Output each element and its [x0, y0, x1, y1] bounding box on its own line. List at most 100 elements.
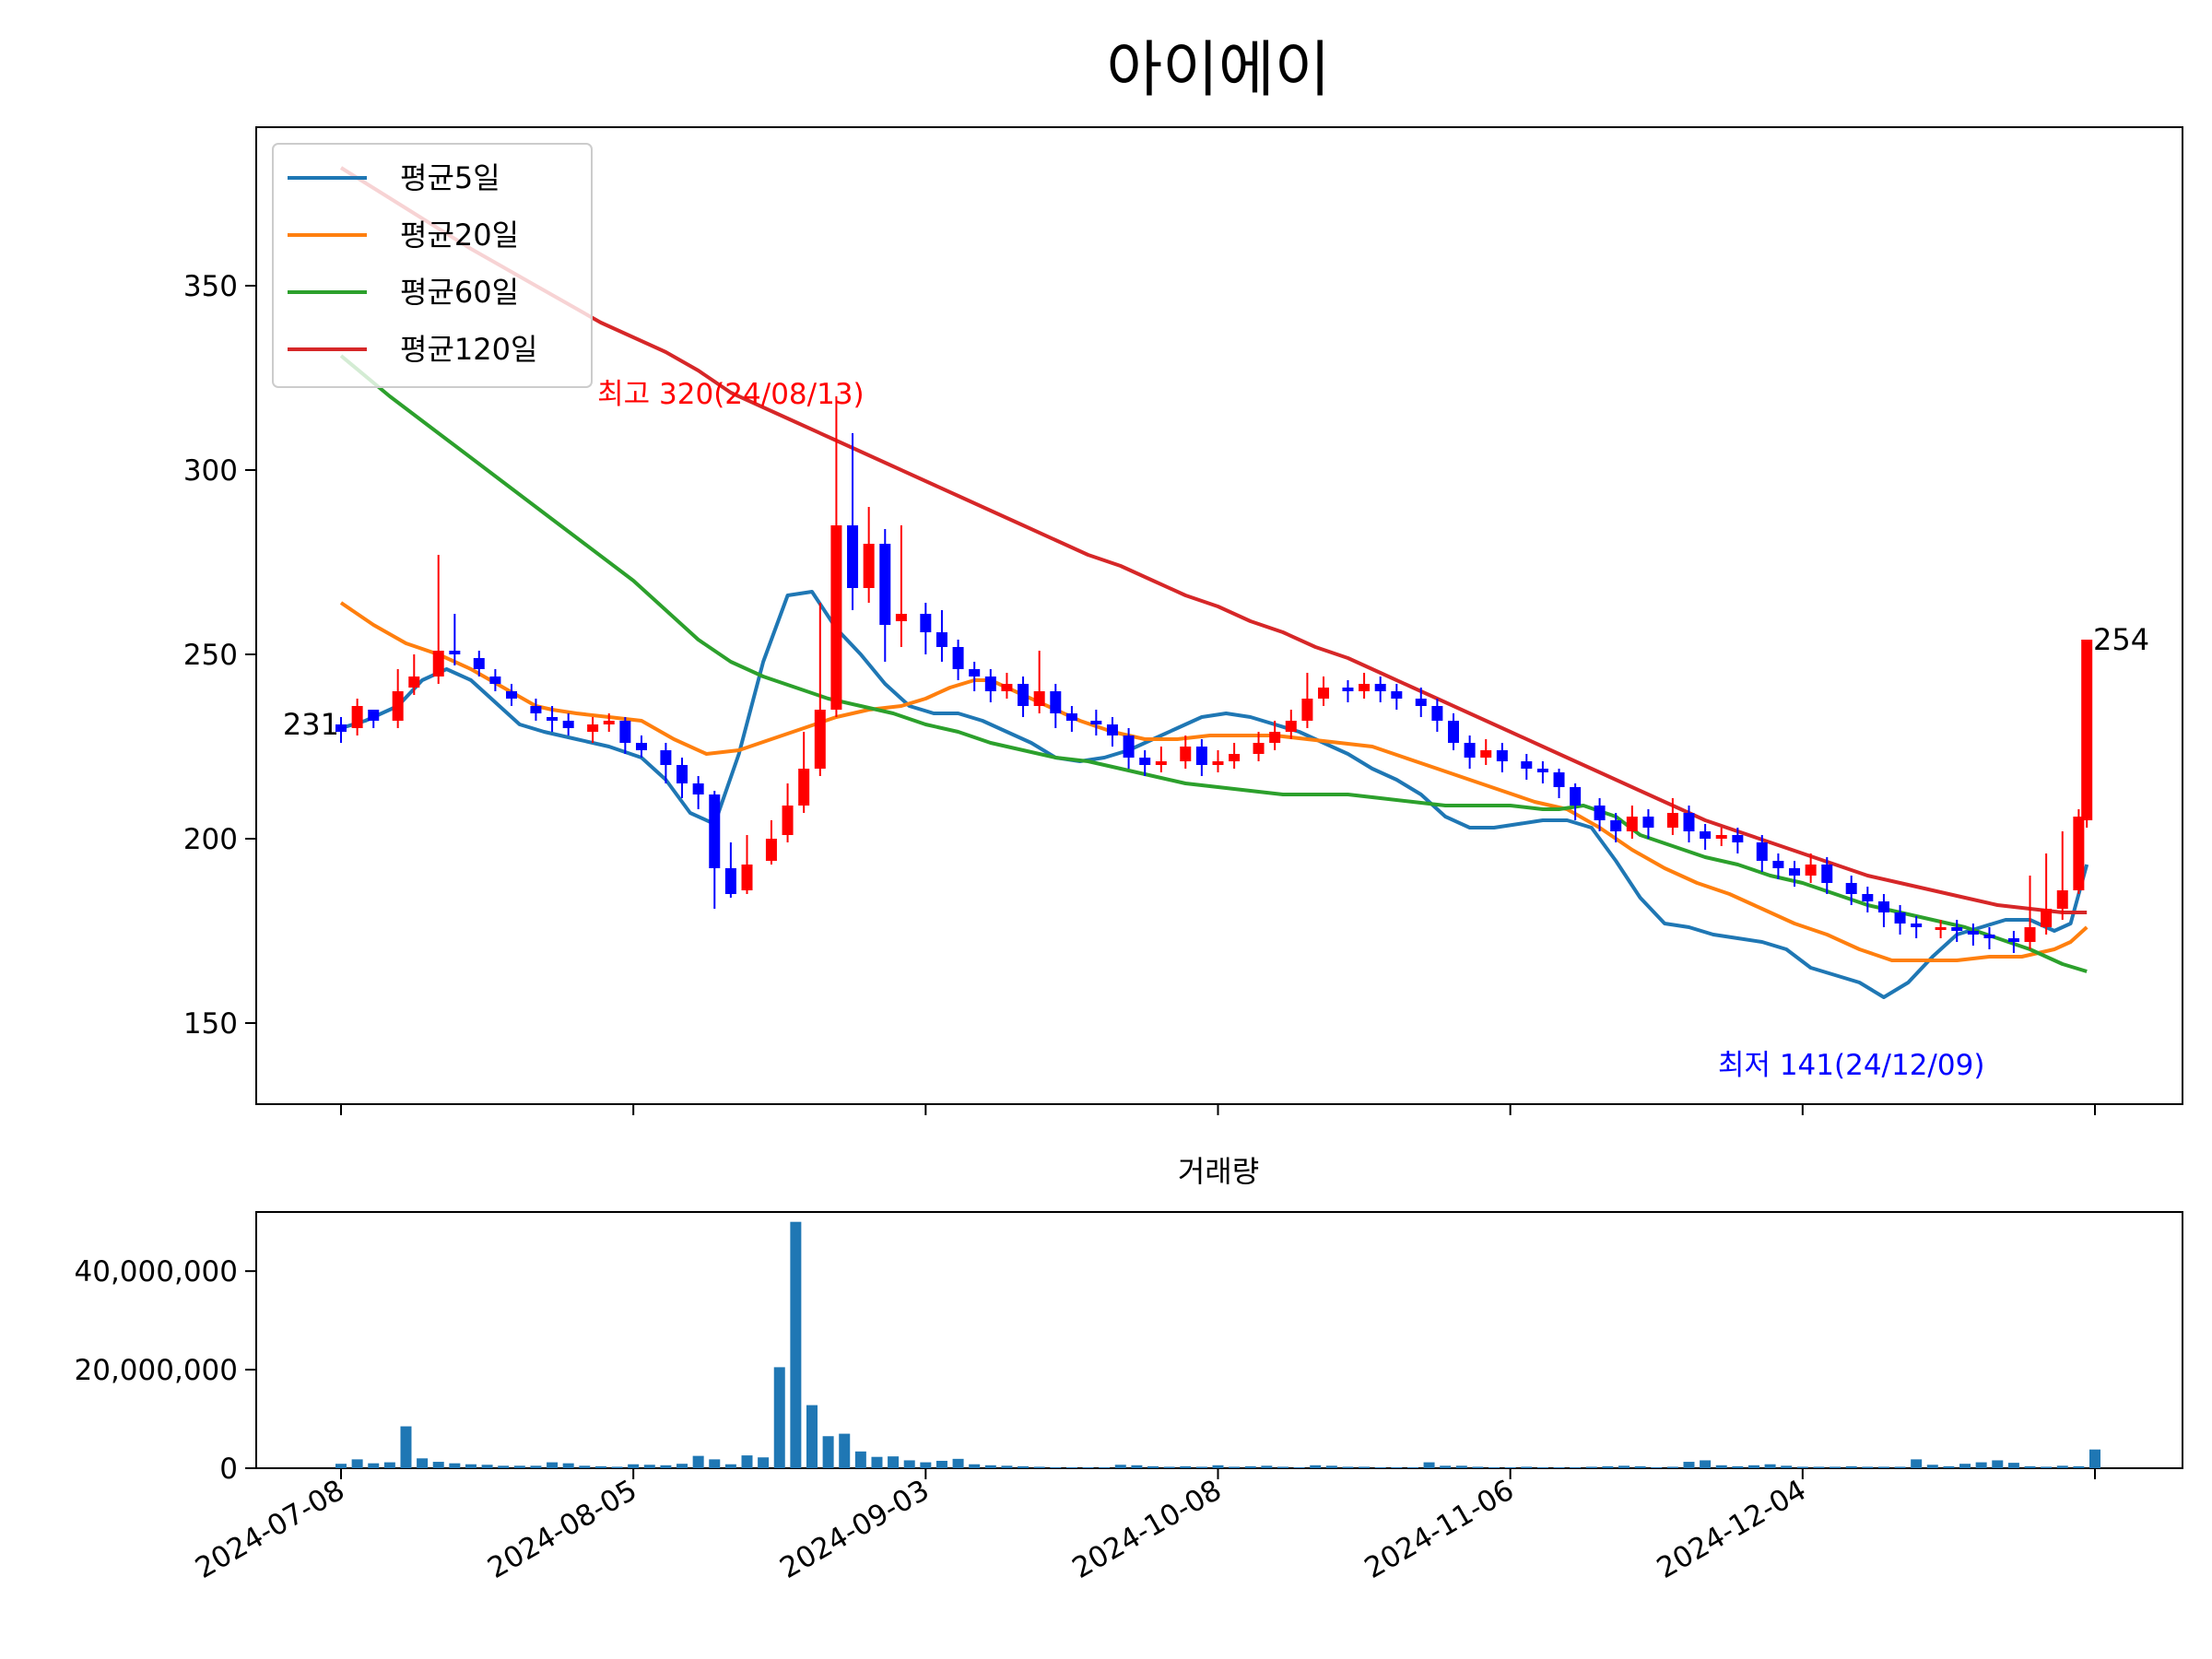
end-price-label: 254: [2093, 622, 2149, 657]
volume-bar: [1536, 1466, 1548, 1468]
candle-body: [2007, 938, 2019, 942]
volume-bar: [1195, 1466, 1207, 1468]
volume-bar: [969, 1464, 981, 1468]
candle-body: [1180, 747, 1192, 761]
volume-bar: [2024, 1465, 2036, 1468]
volume-bar: [547, 1462, 559, 1468]
candle-body: [635, 743, 647, 750]
candle-body: [1789, 868, 1801, 876]
volume-bar: [594, 1465, 606, 1468]
volume-bar: [2041, 1466, 2053, 1468]
volume-bar: [1618, 1465, 1630, 1468]
candle-body: [1195, 747, 1207, 765]
volume-bar: [984, 1465, 996, 1468]
candle-body: [473, 658, 485, 669]
chart-title: 아이에이: [1107, 34, 1331, 105]
candle-body: [709, 794, 721, 868]
candle-body: [1090, 721, 1102, 724]
candle-body: [1683, 813, 1695, 831]
candle-body: [547, 717, 559, 721]
candle-body: [1967, 931, 1979, 935]
candle-body: [562, 721, 574, 728]
candle-body: [2081, 640, 2093, 820]
candle-body: [2073, 817, 2085, 890]
candle-body: [603, 721, 615, 724]
candle-body: [1862, 894, 1874, 901]
legend-label: 평균60일: [400, 275, 519, 310]
candle-body: [1018, 684, 1030, 706]
volume-bar: [1504, 1466, 1516, 1468]
candle-body: [1391, 691, 1403, 699]
volume-y-tick-label: 20,000,000: [75, 1354, 239, 1387]
candle-body: [879, 544, 891, 625]
volume-bar: [368, 1463, 380, 1468]
volume-bar: [1732, 1465, 1744, 1468]
volume-bar: [1747, 1465, 1759, 1468]
volume-bar: [449, 1463, 461, 1468]
volume-bar: [1521, 1466, 1533, 1468]
candle-body: [724, 868, 736, 894]
candle-body: [1431, 706, 1443, 721]
candle-body: [1894, 912, 1906, 924]
volume-bar: [611, 1466, 623, 1468]
volume-bar: [935, 1460, 947, 1468]
x-date-label: 2024-10-08: [1066, 1474, 1227, 1585]
price-plot-frame: [255, 126, 2183, 1105]
volume-bar: [724, 1464, 736, 1468]
price-y-axis: 150 200 250 300 350: [183, 270, 256, 1041]
volume-bar: [692, 1455, 704, 1468]
volume-bar: [351, 1459, 363, 1468]
volume-bar: [920, 1462, 932, 1468]
candle-body: [847, 525, 859, 588]
volume-bar: [628, 1464, 640, 1468]
candle-body: [432, 651, 444, 677]
volume-bar: [1943, 1465, 1955, 1468]
candle-body: [1301, 699, 1313, 721]
candle-body: [1285, 721, 1297, 732]
volume-bar: [562, 1463, 574, 1468]
volume-bar: [1293, 1466, 1305, 1468]
candle-body: [1610, 820, 1622, 831]
candle-body: [449, 651, 461, 654]
volume-title: 거래량: [1178, 1154, 1259, 1189]
volume-bar: [1082, 1466, 1094, 1468]
start-price-label: 231: [283, 707, 339, 742]
candle-body: [1983, 935, 1995, 938]
candle-body: [1001, 684, 1013, 691]
candle-body: [2056, 890, 2068, 909]
x-date-label: 2024-12-04: [1652, 1474, 1812, 1585]
volume-bar: [2056, 1465, 2068, 1468]
volume-bar: [871, 1456, 883, 1468]
candle-body: [782, 806, 794, 835]
candle-body: [863, 544, 875, 588]
candle-body: [1821, 865, 1833, 883]
volume-bar: [1277, 1466, 1288, 1468]
candle-body: [1229, 754, 1241, 761]
candle-body: [952, 647, 964, 669]
volume-bar: [660, 1465, 672, 1468]
volume-bar: [1180, 1465, 1192, 1468]
candle-body: [1805, 865, 1817, 876]
volume-bar: [643, 1465, 655, 1468]
volume-bar: [579, 1465, 591, 1468]
candle-body: [1139, 758, 1151, 765]
volume-bar: [1813, 1466, 1825, 1468]
volume-bar: [1342, 1466, 1354, 1468]
candle-body: [1553, 772, 1565, 787]
volume-bar: [1325, 1465, 1337, 1468]
candle-body: [1700, 831, 1712, 839]
candle-body: [1212, 761, 1224, 765]
x-date-label: 2024-08-05: [482, 1474, 642, 1585]
candle-body: [1521, 761, 1533, 769]
legend-label: 평균120일: [400, 332, 537, 367]
candle-body: [1951, 927, 1963, 931]
candle-body: [1666, 813, 1678, 828]
volume-bar: [1212, 1465, 1224, 1468]
candle-body: [1911, 924, 1923, 927]
candle-body: [741, 865, 753, 890]
volume-bar: [1553, 1466, 1565, 1468]
volume-bar: [1796, 1466, 1808, 1468]
